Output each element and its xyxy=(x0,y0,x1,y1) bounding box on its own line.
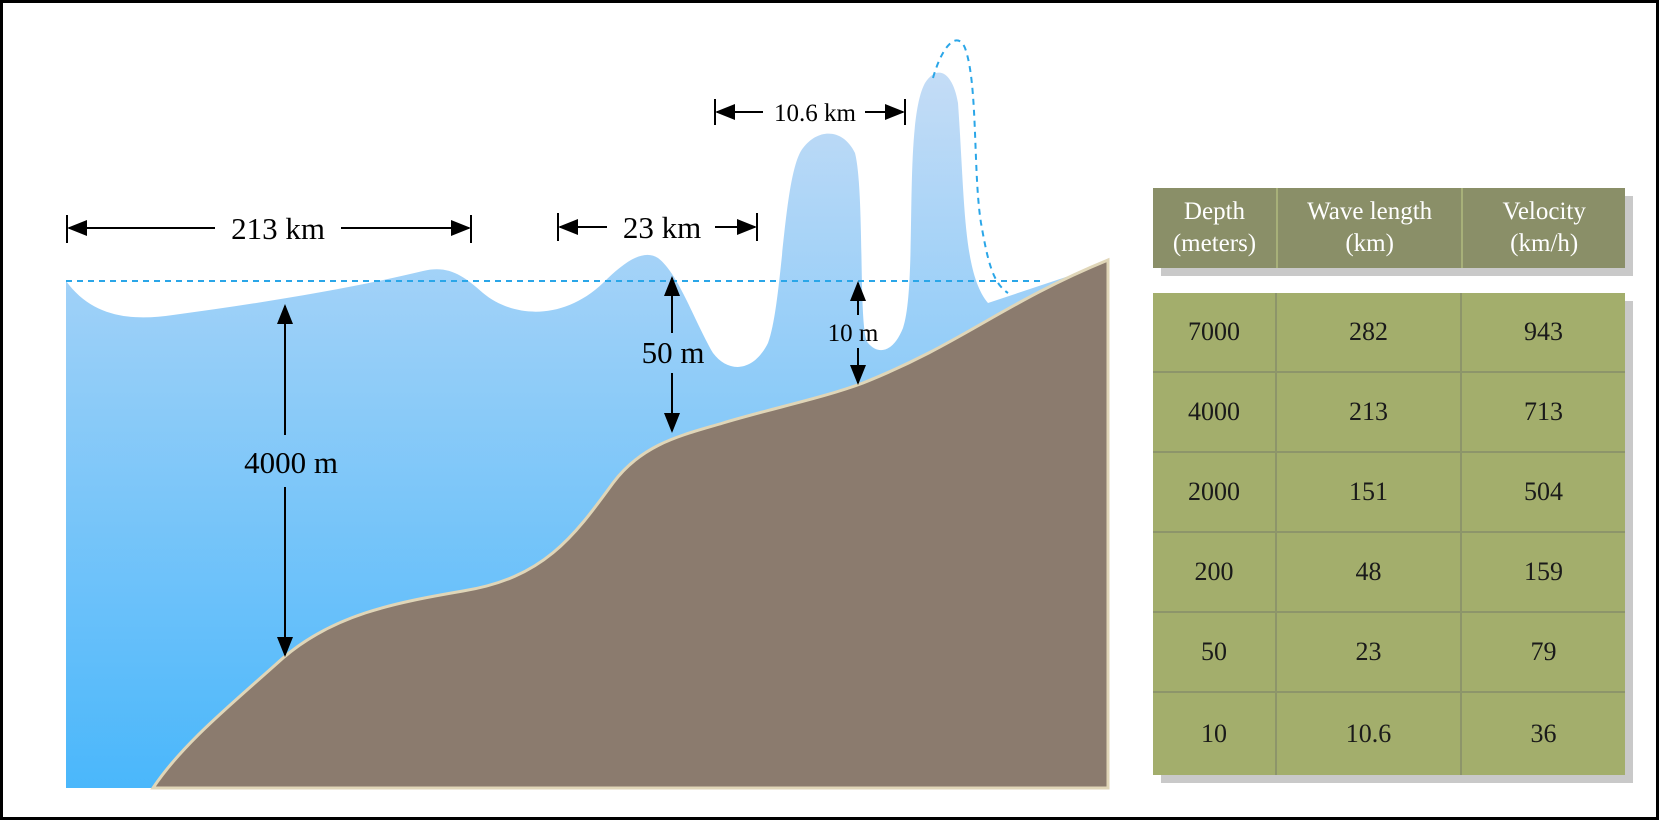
dimension-213km xyxy=(66,215,472,243)
header-depth: Depth (meters) xyxy=(1153,188,1278,268)
cell-velocity: 943 xyxy=(1524,317,1563,346)
label-wavelength-mid: 23 km xyxy=(623,210,701,245)
cell-depth: 50 xyxy=(1153,613,1277,691)
table-body: 7000 282 943 4000 213 713 2000 151 504 2… xyxy=(1153,293,1625,775)
cell-wave-length: 48 xyxy=(1277,533,1462,611)
label-wavelength-deep: 213 km xyxy=(231,211,325,246)
dimension-23km xyxy=(557,213,758,241)
cell-wave-length: 282 xyxy=(1277,293,1462,371)
table-row: 7000 282 943 xyxy=(1153,293,1625,373)
cell-wave-length: 10.6 xyxy=(1277,693,1462,775)
header-velocity: Velocity (km/h) xyxy=(1502,198,1586,257)
label-depth-shallow: 10 m xyxy=(828,320,879,347)
cell-depth: 200 xyxy=(1153,533,1277,611)
table-header: Depth (meters) Wave length (km) Velocity (k… xyxy=(1153,188,1625,268)
cell-wave-length: 151 xyxy=(1277,453,1462,531)
table-row: 2000 151 504 xyxy=(1153,453,1625,533)
table-row: 10 10.6 36 xyxy=(1153,693,1625,775)
cell-velocity: 159 xyxy=(1524,557,1563,586)
cell-depth: 4000 xyxy=(1153,373,1277,451)
dimension-10-6km xyxy=(714,99,906,125)
cell-wave-length: 213 xyxy=(1277,373,1462,451)
table-row: 50 23 79 xyxy=(1153,613,1625,693)
seabed xyxy=(150,257,1110,790)
cell-velocity: 713 xyxy=(1524,397,1563,426)
cell-depth: 2000 xyxy=(1153,453,1277,531)
header-wave-length: Wave length (km) xyxy=(1278,188,1464,268)
tsunami-cross-section: 213 km 23 km 10.6 km 4000 m 50 m xyxy=(66,39,1110,790)
cell-depth: 7000 xyxy=(1153,293,1277,371)
label-wavelength-shallow: 10.6 km xyxy=(774,100,857,127)
table-row: 200 48 159 xyxy=(1153,533,1625,613)
table-row: 4000 213 713 xyxy=(1153,373,1625,453)
cell-velocity: 36 xyxy=(1530,719,1557,748)
cell-wave-length: 23 xyxy=(1277,613,1462,691)
cell-depth: 10 xyxy=(1153,693,1277,775)
label-depth-mid: 50 m xyxy=(642,335,705,370)
cell-velocity: 504 xyxy=(1524,477,1563,506)
cell-velocity: 79 xyxy=(1530,637,1557,666)
label-depth-deep: 4000 m xyxy=(244,445,338,480)
